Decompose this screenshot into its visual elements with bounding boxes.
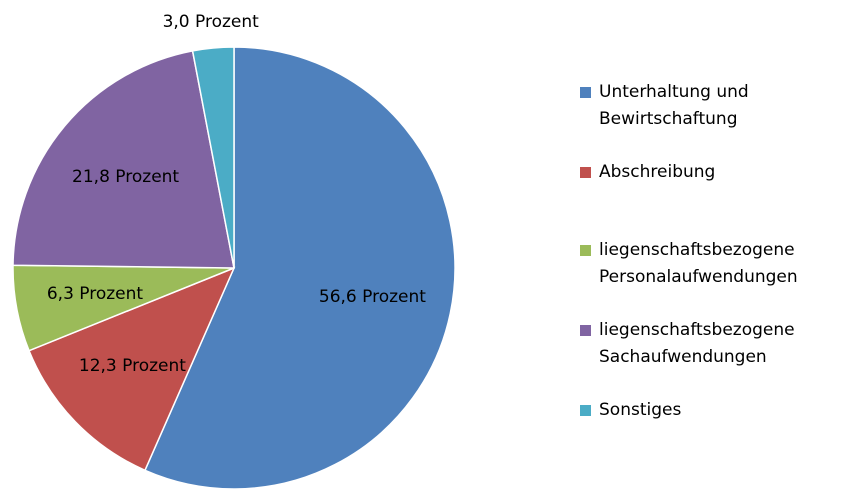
- pie-slice: [12, 50, 235, 269]
- data-label: 56,6 Prozent: [318, 287, 426, 308]
- data-label: 21,8 Prozent: [72, 167, 180, 188]
- pie-slice: [143, 46, 456, 489]
- legend-entry: Sonstiges: [580, 397, 850, 424]
- legend-entry: Abschreibung: [580, 159, 850, 186]
- legend-entry: liegenschaftsbezogene Personalaufwendung…: [580, 237, 850, 291]
- data-label: 12,3 Prozent: [78, 356, 186, 377]
- legend-swatch: [580, 87, 591, 98]
- legend-entry: Unterhaltung und Bewirtschaftung: [580, 79, 850, 133]
- legend-swatch: [580, 245, 591, 256]
- data-label: 6,3 Prozent: [46, 284, 144, 305]
- legend-swatch: [580, 405, 591, 416]
- legend-swatch: [580, 167, 591, 178]
- legend-label: Sonstiges: [599, 400, 682, 420]
- pie-slice: [191, 46, 235, 269]
- data-label: 3,0 Prozent: [162, 11, 259, 32]
- legend-label: Unterhaltung und Bewirtschaftung: [599, 82, 749, 129]
- legend-label: liegenschaftsbezogene Sachaufwendungen: [599, 320, 795, 367]
- pie-slice: [28, 266, 236, 472]
- legend-label: Abschreibung: [599, 162, 716, 182]
- legend-swatch: [580, 325, 591, 336]
- legend-entry: liegenschaftsbezogene Sachaufwendungen: [580, 317, 850, 371]
- legend-label: liegenschaftsbezogene Personalaufwendung…: [599, 240, 798, 287]
